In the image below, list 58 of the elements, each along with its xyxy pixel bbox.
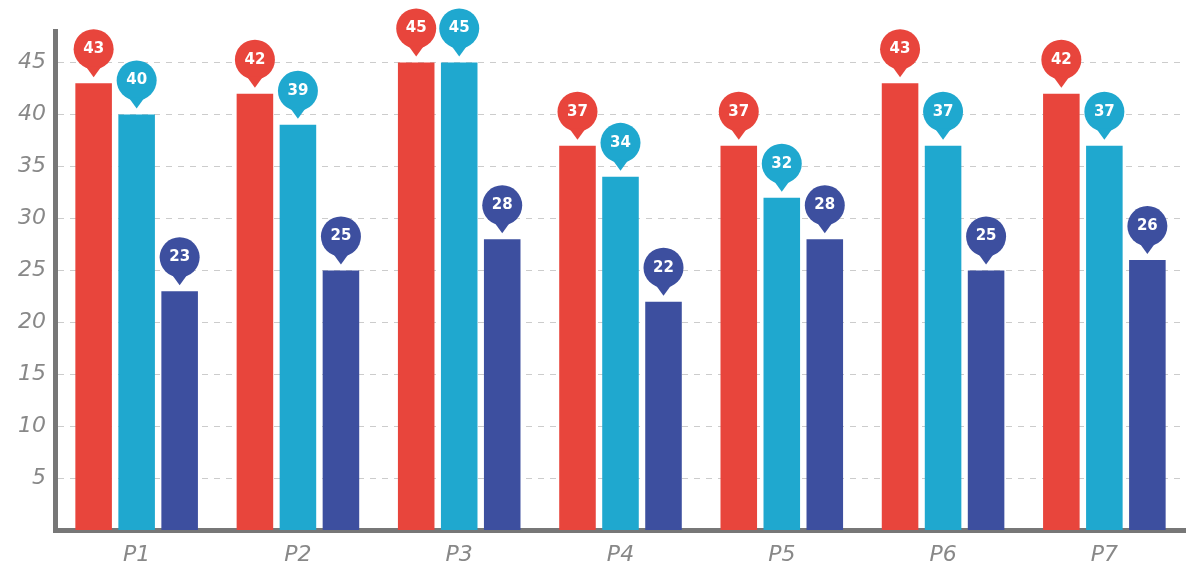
y-tick-label: 30 (17, 204, 46, 230)
x-tick-label: P6 (929, 540, 957, 566)
x-tick-label: P1 (123, 540, 151, 566)
bar (1043, 93, 1080, 531)
data-label: 32 (771, 153, 793, 172)
bar (806, 239, 844, 531)
y-tick-label: 35 (17, 152, 46, 178)
data-label: 37 (728, 101, 750, 120)
bar (1086, 145, 1123, 531)
y-tick-label: 25 (17, 256, 46, 282)
x-tick-label: P3 (445, 540, 473, 566)
data-label: 22 (653, 257, 674, 276)
y-tick-label: 10 (17, 412, 46, 438)
bar (322, 270, 360, 531)
bar (967, 270, 1005, 531)
data-label: 40 (126, 70, 148, 89)
data-label: 25 (975, 226, 997, 245)
data-label: 23 (169, 247, 191, 266)
y-tick-label: 45 (17, 48, 46, 74)
y-tick-label: 40 (17, 100, 46, 126)
bar (279, 124, 317, 531)
data-label: 37 (567, 101, 588, 120)
y-tick-label: 15 (17, 360, 46, 386)
data-label: 34 (610, 132, 631, 151)
bar (75, 83, 112, 531)
y-tick-label: 20 (17, 308, 46, 334)
data-label: 45 (448, 18, 470, 37)
bar (440, 62, 478, 531)
data-label: 42 (244, 49, 266, 68)
data-label: 43 (889, 39, 911, 58)
bar (924, 145, 962, 531)
data-label: 37 (1093, 101, 1115, 120)
x-tick-label: P4 (606, 540, 635, 566)
bar (483, 239, 521, 531)
bar (1129, 260, 1166, 531)
data-label: 42 (1050, 49, 1072, 68)
bar (645, 301, 682, 531)
data-label: 28 (814, 195, 836, 214)
bar (397, 62, 435, 531)
bar (236, 93, 274, 531)
bar (881, 83, 919, 531)
data-label: 37 (932, 101, 954, 120)
bar (720, 145, 758, 531)
data-label: 26 (1136, 215, 1158, 234)
data-label: 45 (405, 18, 427, 37)
x-tick-label: P5 (768, 540, 796, 566)
bar (559, 145, 596, 531)
bar (602, 176, 639, 531)
x-tick-label: P7 (1090, 540, 1118, 566)
bar (763, 197, 801, 531)
data-label: 25 (330, 226, 352, 245)
data-label: 39 (287, 80, 309, 99)
x-tick-label: P2 (284, 540, 312, 566)
data-label: 28 (491, 195, 513, 214)
bar (118, 114, 155, 531)
data-label: 43 (83, 39, 105, 58)
y-tick-label: 5 (31, 464, 46, 490)
bar (161, 291, 198, 531)
